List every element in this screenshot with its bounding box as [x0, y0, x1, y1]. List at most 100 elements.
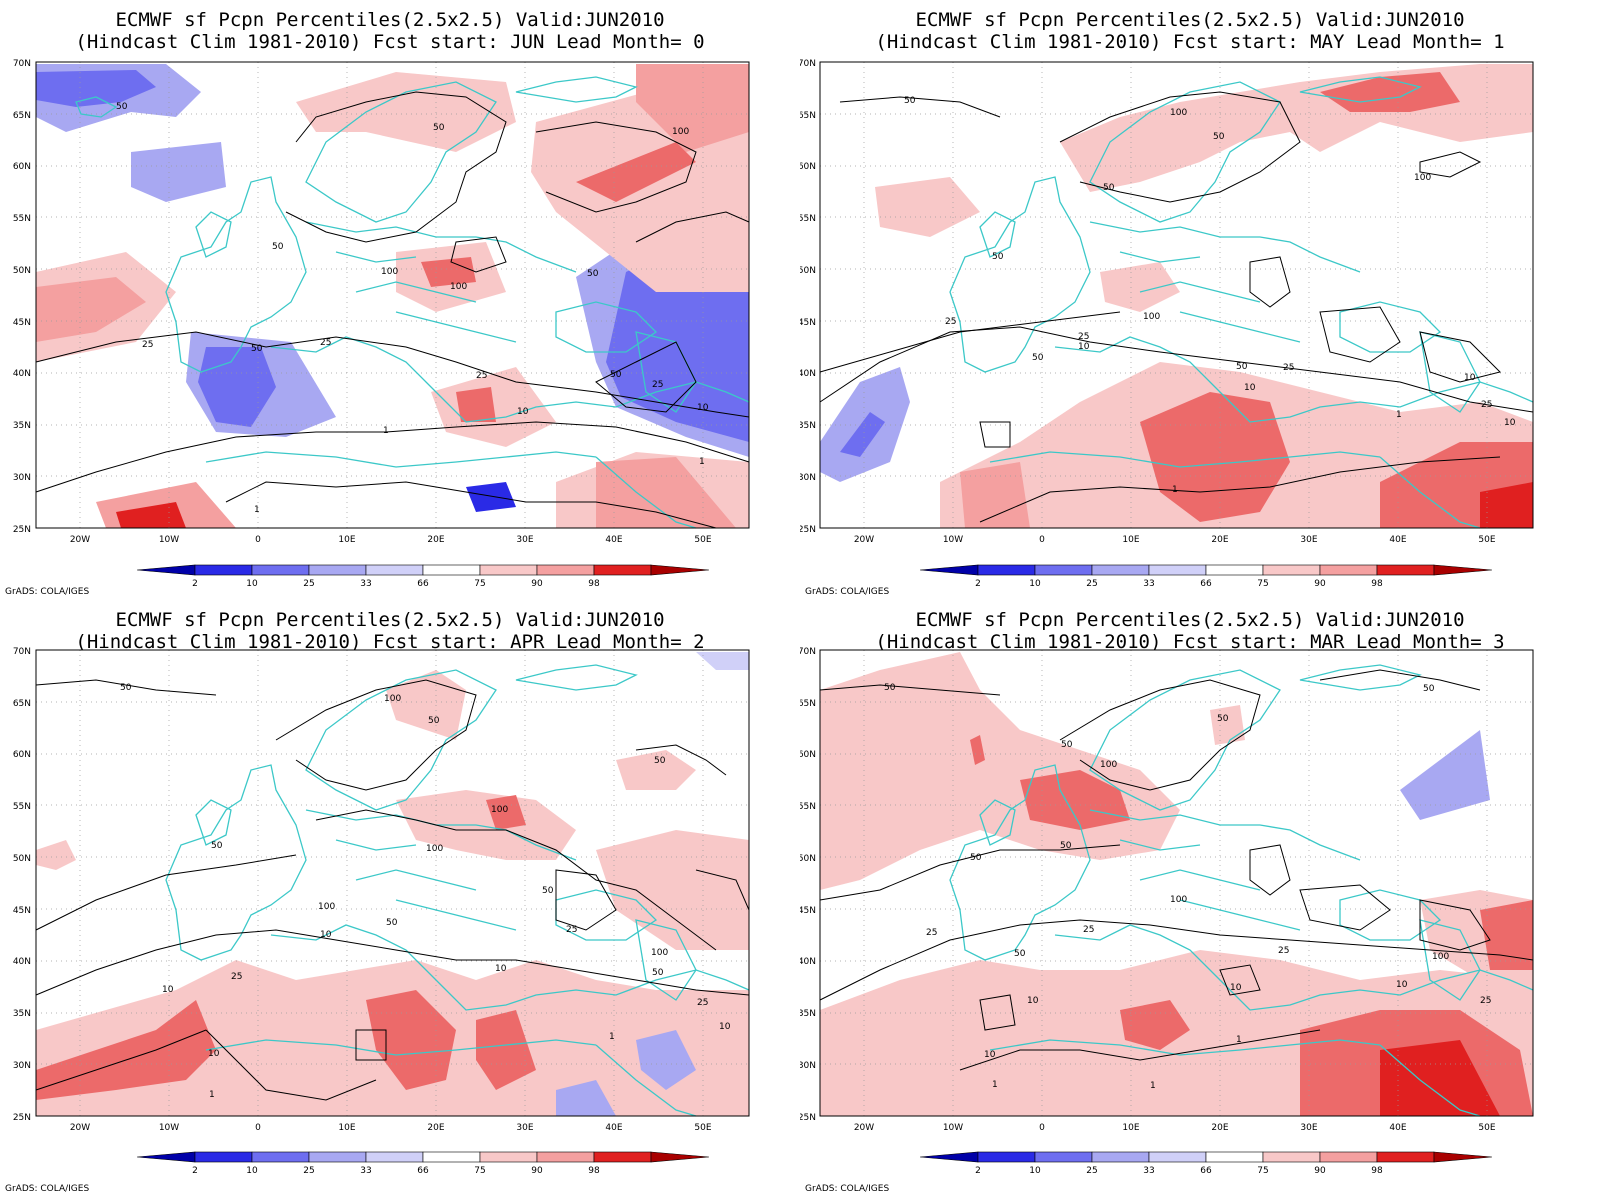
- contour-label: 50: [970, 853, 982, 863]
- legend-label: 25: [1086, 579, 1097, 589]
- contour-label: 25: [652, 380, 663, 390]
- panel-title-line1: ECMWF sf Pcpn Percentiles(2.5x2.5) Valid…: [115, 9, 665, 31]
- legend-label: 98: [1371, 579, 1383, 589]
- panel-title-line2: (Hindcast Clim 1981-2010) Fcst start: MA…: [875, 631, 1505, 653]
- legend-swatch: [536, 564, 595, 576]
- lat-label: 50N: [13, 854, 31, 864]
- contour-label: 10: [697, 403, 709, 413]
- shade-red-south-core2: [1380, 1040, 1500, 1116]
- legend-swatch: [1433, 1151, 1493, 1163]
- lon-label: 0: [1039, 1123, 1045, 1133]
- contour-label: 50: [386, 918, 398, 928]
- contour-lines: [35, 91, 750, 529]
- legend-label: 10: [246, 579, 258, 589]
- legend-label: 33: [1143, 579, 1154, 589]
- contour-label: 50: [1236, 362, 1248, 372]
- lon-label: 30E: [1300, 1123, 1317, 1133]
- contour-label: 25: [231, 972, 242, 982]
- contour-label-group: 50 50 100 50 50 50 50 100 25 25 50 25 10…: [884, 683, 1491, 1091]
- legend-label: 75: [1257, 579, 1268, 589]
- shade-blue-se: [636, 1030, 696, 1090]
- coastlines: [165, 664, 750, 1117]
- legend-swatch: [136, 1151, 196, 1163]
- legend-swatch: [308, 1151, 367, 1163]
- legend-swatch: [1034, 1151, 1093, 1163]
- legend-label: 33: [360, 579, 371, 589]
- lat-label: 25N: [800, 1113, 816, 1123]
- lat-axis-labels: 70N 65N 60N 55N 50N 45N 40N 35N 30N 25N: [800, 59, 816, 535]
- contour-label: 100: [1432, 952, 1449, 962]
- lat-label: 65N: [13, 111, 31, 121]
- contour-label: 50: [587, 269, 599, 279]
- lat-label: 70N: [13, 647, 31, 657]
- contour-label-group: 50 100 50 50 100 50 100 25 25 50 10 50 2…: [904, 96, 1516, 495]
- contour-label: 1: [209, 1090, 215, 1100]
- legend-swatch: [919, 564, 979, 576]
- lat-label: 55N: [13, 802, 31, 812]
- legend-swatch: [1376, 1151, 1435, 1163]
- shade-red-sahara-core: [1120, 1000, 1190, 1050]
- contour-label: 25: [1283, 363, 1294, 373]
- lon-label: 30E: [516, 1123, 533, 1133]
- contour-lines: [35, 679, 750, 1101]
- legend-label: 98: [588, 579, 600, 589]
- contour-label: 10: [1464, 373, 1476, 383]
- contour-label: 50: [542, 886, 554, 896]
- shade-red-central: [1100, 262, 1180, 312]
- legend-swatch: [308, 564, 367, 576]
- contour-label: 50: [1032, 353, 1044, 363]
- contour-label: 50: [992, 252, 1004, 262]
- legend-swatch: [593, 1151, 652, 1163]
- contour-label: 25: [320, 338, 331, 348]
- panel-title-line1: ECMWF sf Pcpn Percentiles(2.5x2.5) Valid…: [915, 9, 1465, 31]
- shade-red-se-core: [596, 457, 736, 528]
- shade-blue-russia: [1400, 730, 1490, 820]
- lon-label: 10W: [943, 1123, 963, 1133]
- shade-red-russia: [616, 750, 696, 790]
- legend-swatch: [1091, 1151, 1150, 1163]
- legend-swatch: [919, 1151, 979, 1163]
- panel-title-line2: (Hindcast Clim 1981-2010) Fcst start: MA…: [875, 31, 1505, 53]
- lon-label: 20W: [854, 1123, 874, 1133]
- contour-label: 10: [1230, 983, 1242, 993]
- map-area: 50 100 50 50 100 100 50 100 10 50 50 25 …: [13, 647, 750, 1133]
- lon-label: 0: [1039, 535, 1045, 545]
- contour-label: 1: [1172, 485, 1178, 495]
- contour-label: 100: [1414, 173, 1431, 183]
- legend-swatch: [251, 1151, 310, 1163]
- shade-blue-se2: [556, 1080, 616, 1116]
- lat-label: 60N: [13, 162, 31, 172]
- contour-label: 1: [1236, 1035, 1242, 1045]
- legend-label: 25: [303, 1166, 314, 1176]
- contour-label: 100: [384, 694, 401, 704]
- lat-label: 25N: [800, 525, 816, 535]
- contour-label: 10: [1027, 996, 1039, 1006]
- lon-label: 30E: [1300, 535, 1317, 545]
- shade-blue-atl-core: [840, 412, 885, 457]
- legend-label: 66: [417, 1166, 429, 1176]
- lat-label: 35N: [13, 421, 31, 431]
- legend-swatch: [194, 1151, 253, 1163]
- contour-label: 50: [1213, 132, 1225, 142]
- legend-swatch: [422, 1151, 481, 1163]
- contour-label: 25: [1481, 400, 1492, 410]
- map-panel-lead2: ECMWF sf Pcpn Percentiles(2.5x2.5) Valid…: [0, 600, 800, 1200]
- contour-label: 50: [1014, 949, 1026, 959]
- map-area: 50 100 50 50 100 50 100 25 25 50 10 50 2…: [800, 59, 1534, 545]
- contour-label: 25: [476, 371, 487, 381]
- legend-swatch: [1262, 564, 1321, 576]
- legend-swatch: [1319, 1151, 1378, 1163]
- lat-label: 45N: [13, 318, 31, 328]
- map-plot: 50 100 50 50 100 50 100 25 25 50 10 50 2…: [800, 59, 1534, 589]
- shade-red-atl: [36, 840, 76, 870]
- legend-label: 10: [1029, 1166, 1041, 1176]
- lat-label: 35N: [800, 421, 816, 431]
- lat-label: 40N: [800, 369, 816, 379]
- contour-label: 1: [609, 1032, 615, 1042]
- shade-blue-nw-core: [36, 70, 156, 107]
- lon-axis-labels: 20W 10W 0 10E 20E 30E 40E 50E: [854, 1123, 1496, 1133]
- legend-swatch: [136, 564, 196, 576]
- lat-label: 50N: [800, 854, 816, 864]
- lon-label: 40E: [1389, 535, 1406, 545]
- lat-label: 70N: [13, 59, 31, 69]
